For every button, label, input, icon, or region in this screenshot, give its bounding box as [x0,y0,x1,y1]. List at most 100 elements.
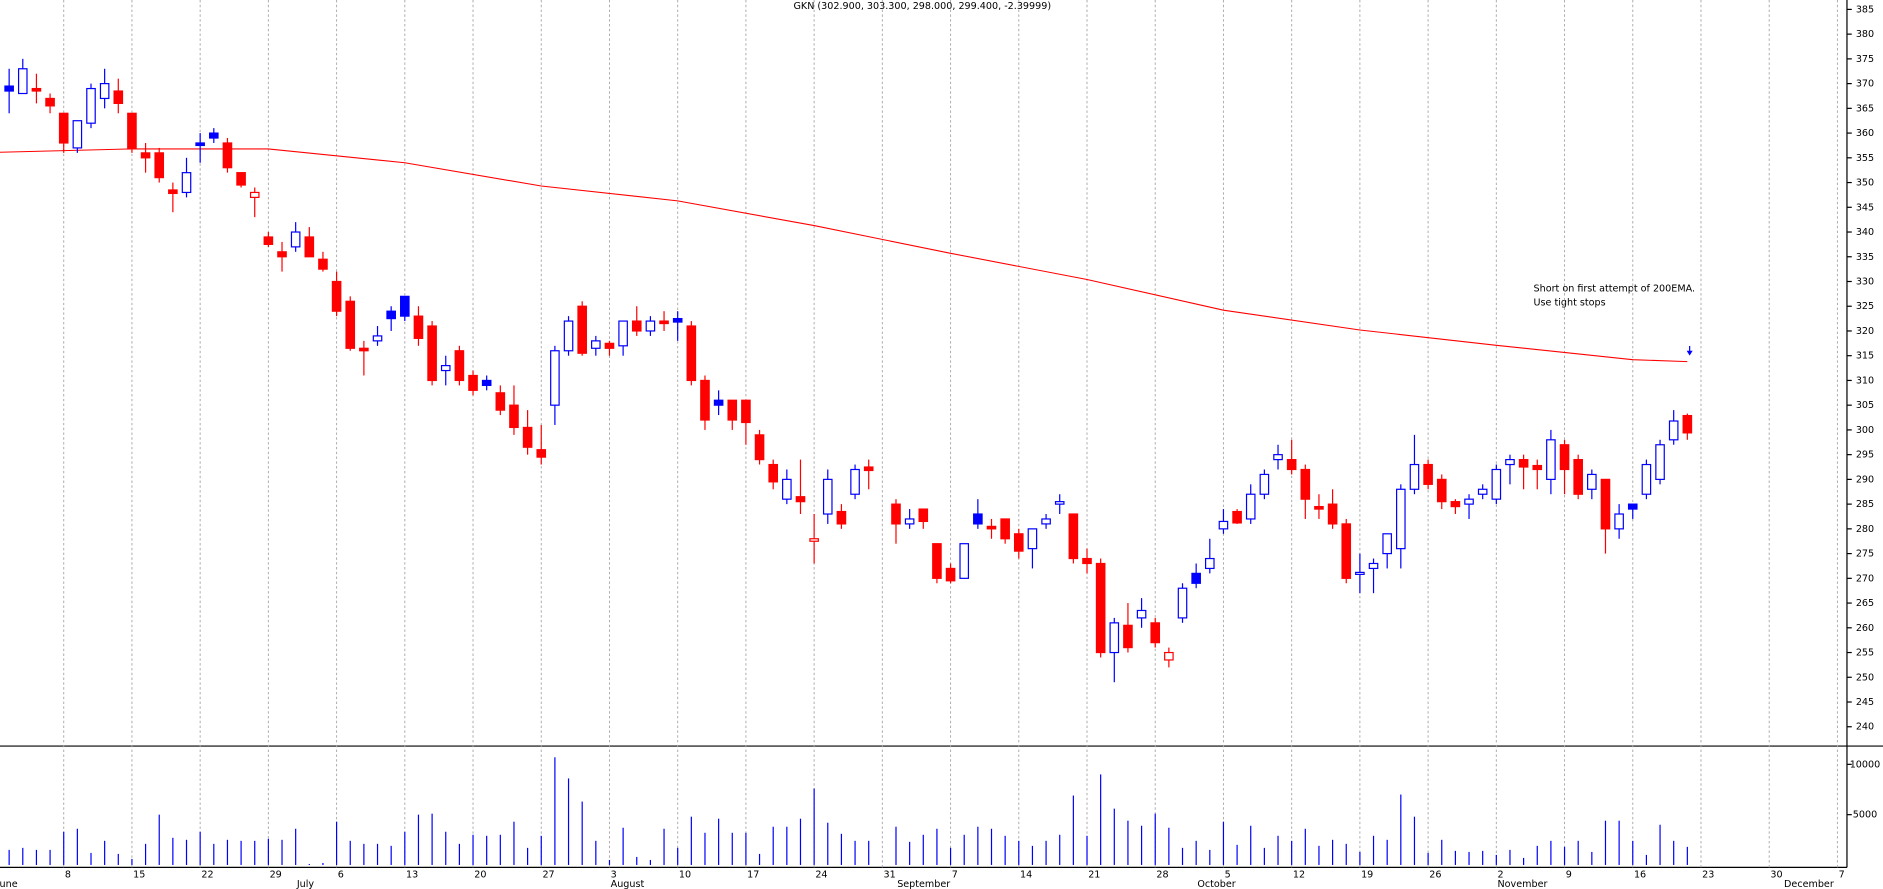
candle-body [672,317,683,323]
x-tick-label: 9 [1566,870,1572,881]
x-tick-label: 27 [542,870,554,881]
y-tick-label: 275 [1856,549,1874,560]
annotation-arrow [1686,345,1693,356]
candle-body [1259,473,1270,495]
month-label: August [611,879,645,889]
candle-body [822,478,833,515]
candle-body [1423,463,1433,485]
y-tick-label: 365 [1856,103,1874,114]
candle-body [1054,501,1065,505]
y-tick-label: 5000 [1853,810,1877,821]
candle-body [782,478,792,500]
candle-body [1614,513,1624,530]
candle-body [1082,557,1092,565]
candle-body [1641,463,1652,495]
candle-body [1368,562,1379,570]
y-tick-label: 10000 [1850,759,1881,770]
y-tick-label: 345 [1856,202,1874,213]
candle-body [591,340,601,349]
candle-body [1191,572,1201,584]
candle-body [1218,520,1229,530]
candle-body [386,310,396,320]
candle-body [618,320,628,347]
candle-body [645,320,656,332]
y-tick-label: 320 [1856,326,1874,337]
candle-body [1314,505,1324,510]
month-label: December [1784,879,1834,889]
candle-body [1245,493,1256,520]
candle-body [140,152,151,159]
x-tick-label: 24 [815,870,827,881]
candle-body [563,320,574,352]
candle-body [1041,518,1051,525]
candle-body [1205,557,1215,570]
candle-body [359,347,369,352]
candle-body [1150,622,1161,644]
chart-title: GKN (302.900, 303.300, 298.000, 299.400,… [793,1,1051,12]
y-tick-label: 360 [1856,128,1874,139]
candle-body [1532,464,1543,471]
candle-body [713,399,724,406]
candle-body [1396,488,1406,550]
candle-body [1382,533,1392,555]
candle-body [1546,439,1556,480]
x-tick-label: 7 [1839,870,1845,881]
candle-body [468,374,478,391]
candle-body [1682,414,1693,434]
x-tick-label: 15 [133,870,145,881]
candle-body [904,518,915,525]
candle-body [1000,518,1010,540]
y-tick-label: 295 [1856,450,1874,461]
x-tick-label: 8 [65,870,71,881]
candle-body [277,251,287,258]
candle-body [304,236,315,258]
y-tick-label: 310 [1856,375,1874,386]
candle-body [195,142,205,147]
x-tick-label: 17 [747,870,759,881]
candle-body [318,258,328,270]
candle-body [263,236,274,245]
candle-body [1109,622,1120,654]
x-tick-label: 7 [952,870,958,881]
candle-body [836,510,847,525]
y-tick-label: 350 [1856,178,1874,189]
candle-body [986,525,997,530]
candle-body [1136,609,1147,619]
candle-body [863,466,874,472]
candle-body [509,404,519,429]
candle-body [249,191,260,198]
candle-body [1627,503,1638,510]
x-tick-label: 30 [1770,870,1782,881]
candle-body [932,543,942,579]
candle-body [4,85,14,92]
x-tick-label: 5 [1225,870,1231,881]
candle-body [154,152,165,179]
candle-body [631,320,642,332]
x-tick-label: 29 [270,870,282,881]
candle-body [168,189,178,195]
x-tick-label: 22 [201,870,213,881]
candle-body [959,543,970,579]
x-tick-label: 23 [1702,870,1714,881]
candle-body [1273,454,1283,461]
candle-body [17,68,28,95]
y-tick-label: 270 [1856,573,1874,584]
candle-body [1587,473,1597,490]
candle-body [550,350,560,406]
x-tick-label: 3 [611,870,617,881]
candle-body [700,379,710,421]
y-tick-label: 315 [1856,351,1874,362]
candle-body [1505,458,1515,466]
candle-body [1668,420,1679,441]
candle-body [331,280,342,312]
candle-body [1177,587,1188,619]
candle-body [1327,503,1338,525]
candle-body [45,97,55,107]
y-tick-label: 330 [1856,276,1874,287]
candle-body [809,538,819,542]
y-tick-label: 285 [1856,499,1874,510]
y-tick-label: 265 [1856,598,1874,609]
candle-body [86,87,96,124]
candle-body [1027,528,1038,550]
